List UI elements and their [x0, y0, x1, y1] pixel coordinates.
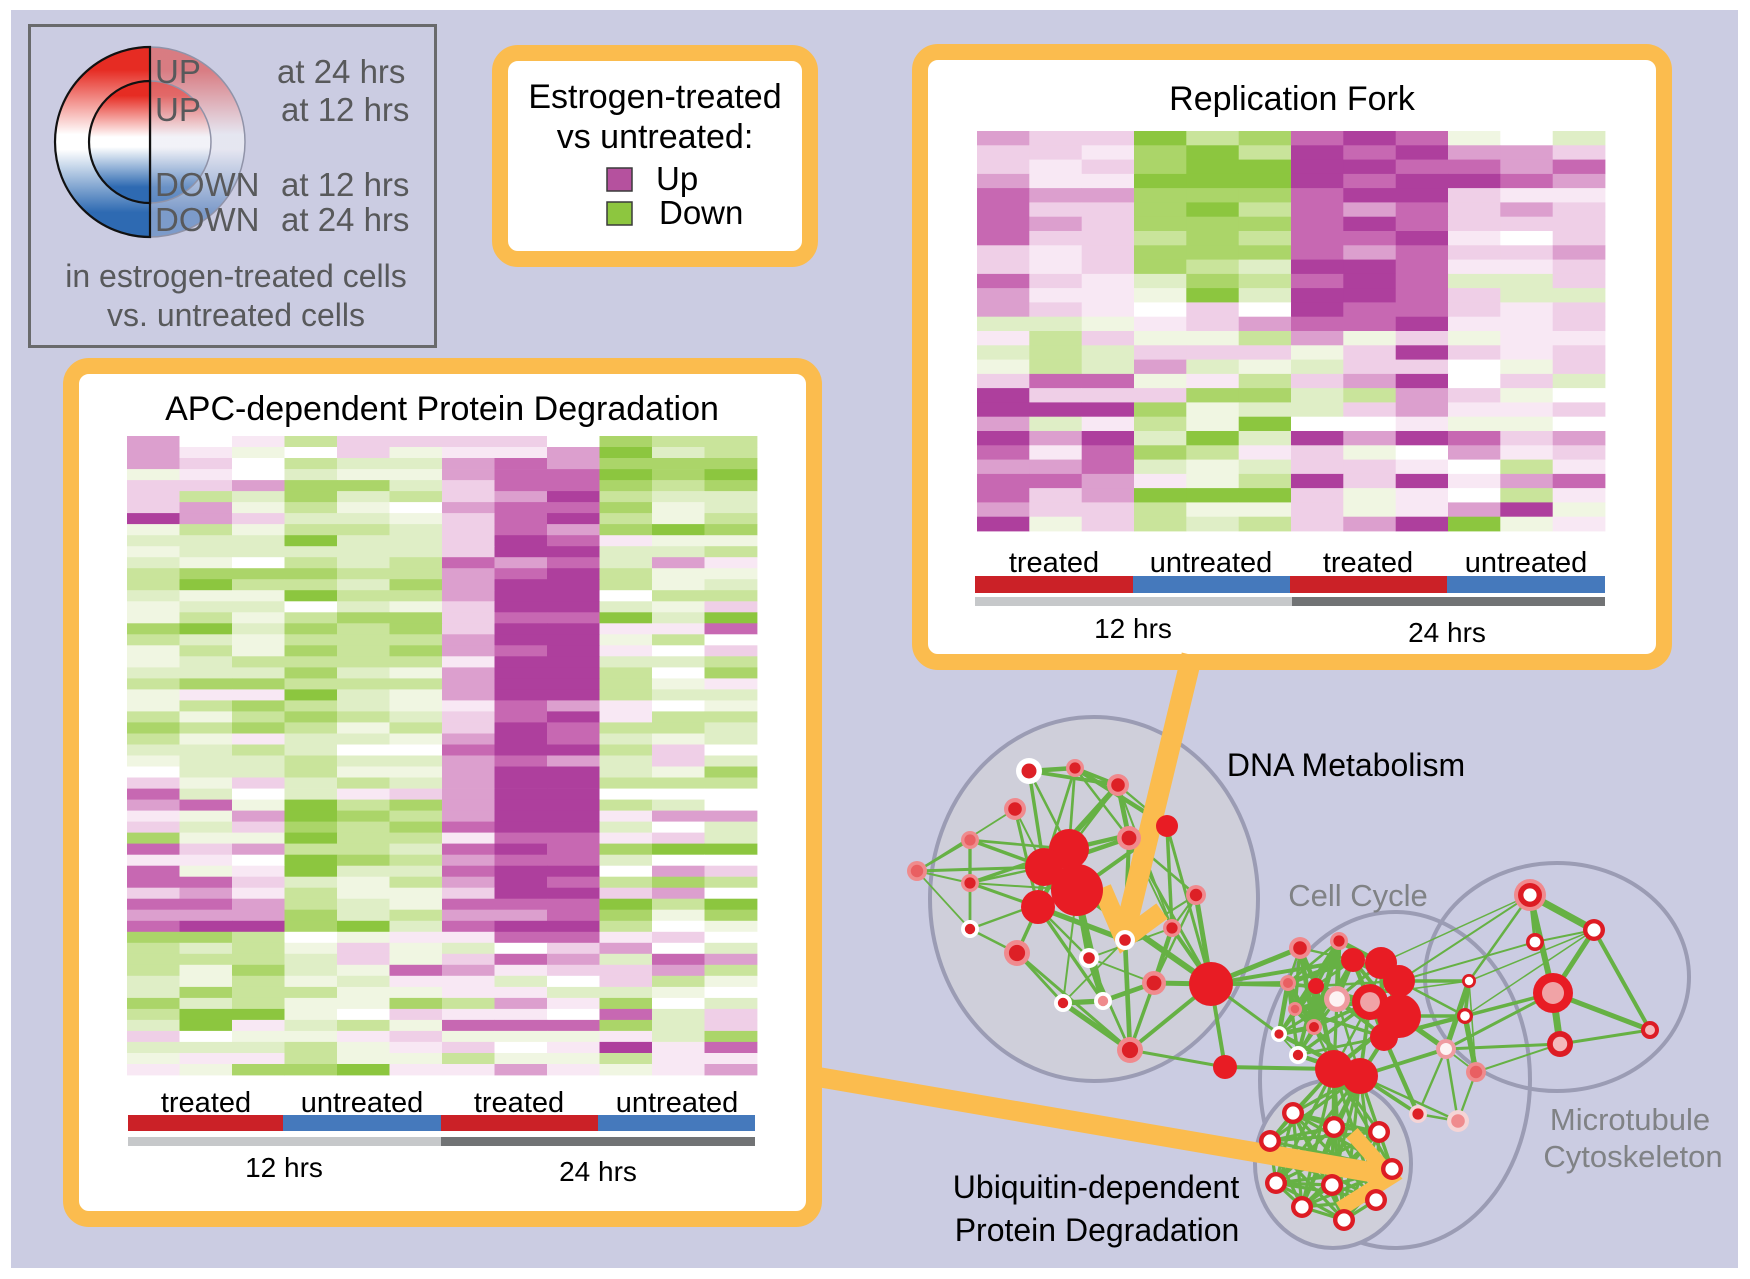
- svg-text:at 12 hrs: at 12 hrs: [281, 166, 409, 203]
- svg-text:Down: Down: [659, 194, 743, 231]
- svg-text:UP: UP: [155, 53, 201, 90]
- svg-text:UP: UP: [155, 91, 201, 128]
- svg-text:24 hrs: 24 hrs: [559, 1156, 637, 1187]
- svg-text:vs untreated:: vs untreated:: [557, 118, 754, 156]
- svg-text:treated: treated: [161, 1087, 251, 1119]
- svg-text:at 24 hrs: at 24 hrs: [281, 201, 409, 238]
- svg-text:Replication Fork: Replication Fork: [1169, 80, 1416, 118]
- svg-text:vs. untreated cells: vs. untreated cells: [107, 297, 365, 333]
- svg-text:treated: treated: [1323, 547, 1413, 579]
- svg-text:Estrogen-treated: Estrogen-treated: [528, 78, 781, 116]
- svg-text:untreated: untreated: [616, 1087, 739, 1119]
- svg-text:Protein Degradation: Protein Degradation: [955, 1212, 1240, 1248]
- svg-text:in estrogen-treated cells: in estrogen-treated cells: [65, 258, 407, 294]
- svg-text:treated: treated: [474, 1087, 564, 1119]
- svg-text:treated: treated: [1009, 547, 1099, 579]
- svg-text:DNA Metabolism: DNA Metabolism: [1227, 747, 1465, 783]
- svg-text:untreated: untreated: [301, 1087, 424, 1119]
- svg-text:Up: Up: [656, 160, 698, 197]
- svg-text:DOWN: DOWN: [155, 166, 259, 203]
- svg-text:12 hrs: 12 hrs: [1094, 613, 1172, 644]
- svg-text:Cell Cycle: Cell Cycle: [1288, 878, 1428, 913]
- svg-text:APC-dependent Protein Degradat: APC-dependent Protein Degradation: [165, 390, 719, 428]
- svg-text:DOWN: DOWN: [155, 201, 259, 238]
- svg-text:untreated: untreated: [1150, 547, 1273, 579]
- svg-text:at 24 hrs: at 24 hrs: [277, 53, 405, 90]
- svg-text:12 hrs: 12 hrs: [245, 1152, 323, 1183]
- svg-text:Ubiquitin-dependent: Ubiquitin-dependent: [953, 1169, 1240, 1205]
- svg-text:untreated: untreated: [1465, 547, 1588, 579]
- svg-text:at 12 hrs: at 12 hrs: [281, 91, 409, 128]
- svg-text:Cytoskeleton: Cytoskeleton: [1543, 1139, 1722, 1174]
- svg-text:24 hrs: 24 hrs: [1408, 617, 1486, 648]
- svg-text:Microtubule: Microtubule: [1550, 1102, 1710, 1137]
